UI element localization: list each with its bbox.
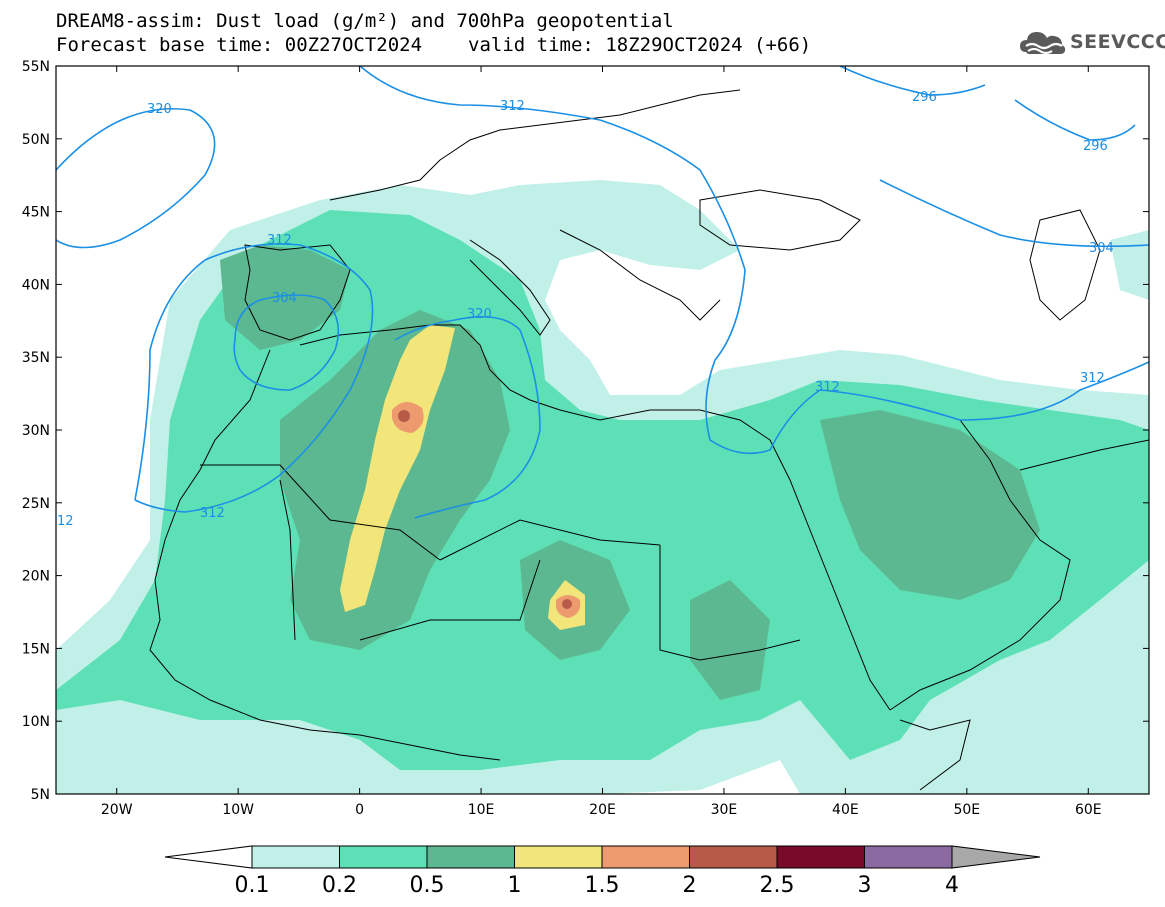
coastline-red-sea xyxy=(769,439,891,711)
colorbar-swatch xyxy=(514,845,603,869)
colorbar-swatch xyxy=(251,845,340,869)
seevccc-logo: SEEVCCC xyxy=(1018,26,1165,58)
dust-field-0.5-sudan xyxy=(690,580,770,700)
contour-label: 312 xyxy=(267,233,292,248)
lat-label: 10N xyxy=(22,714,50,730)
colorbar-level-label: 0.1 xyxy=(234,873,270,898)
lon-label: 50E xyxy=(953,802,980,818)
dust-field-1 xyxy=(340,325,455,612)
border-sahara-1 xyxy=(200,464,441,561)
logo-text: SEEVCCC xyxy=(1070,31,1165,53)
lat-label: 20N xyxy=(22,569,50,585)
geopotential-contours xyxy=(56,66,1149,519)
border-sahara-2 xyxy=(439,519,661,561)
lon-label: 60E xyxy=(1075,802,1102,818)
contour-296 xyxy=(839,66,986,96)
lat-label: 25N xyxy=(22,496,50,512)
colorbar-swatch xyxy=(601,845,690,869)
contour-label: 312 xyxy=(1080,371,1105,386)
coastline-balkans xyxy=(559,229,721,321)
border-sudan xyxy=(659,545,801,661)
colorbar-swatch xyxy=(426,845,515,869)
dust-field-0.5-arabia xyxy=(820,410,1040,600)
map-subtitle: Forecast base time: 00Z27OCT2024 valid ti… xyxy=(56,34,811,56)
colorbar-level-label: 0.5 xyxy=(409,873,445,898)
coastlines xyxy=(149,89,1149,791)
contour-312-north xyxy=(359,66,1149,455)
contour-320-sahara xyxy=(394,315,541,519)
lon-label: 30E xyxy=(711,802,738,818)
lat-label: 50N xyxy=(22,132,50,148)
lat-label: 30N xyxy=(22,423,50,439)
contour-label: 296 xyxy=(912,90,937,105)
colorbar-level-label: 1.5 xyxy=(584,873,620,898)
map-title: DREAM8-assim: Dust load (g/m²) and 700hP… xyxy=(56,10,674,32)
colorbar-level-label: 2.5 xyxy=(759,873,795,898)
dust-fields xyxy=(56,180,1149,794)
contour-320-west xyxy=(56,108,216,249)
colorbar-swatch xyxy=(339,845,428,869)
contour-304-east xyxy=(879,179,1149,248)
coastline-black-sea xyxy=(699,189,861,251)
lon-label: 0 xyxy=(355,802,364,818)
colorbar-swatch xyxy=(776,845,865,869)
lat-label: 45N xyxy=(22,205,50,221)
contour-296-east xyxy=(1014,99,1136,141)
colorbar-over-arrow xyxy=(951,845,1041,869)
contour-label: 320 xyxy=(147,102,172,117)
colorbar-level-label: 3 xyxy=(857,873,872,898)
valid-time: valid time: 18Z29OCT2024 (+66) xyxy=(468,34,812,56)
dust-field-0.5-iberia xyxy=(220,245,350,350)
coastline-horn-of-africa xyxy=(899,719,971,791)
cloud-icon xyxy=(1020,32,1066,54)
contour-labels: 320 312 296 296 312 304 320 312 312 312 … xyxy=(57,90,1114,529)
lat-label: 35N xyxy=(22,350,50,366)
dust-field-2-chad xyxy=(562,599,572,609)
coastline-europe-north xyxy=(329,89,741,201)
colorbar-level-label: 0.2 xyxy=(322,873,357,898)
dust-field-0.1-caspian xyxy=(1110,230,1149,300)
border-niger xyxy=(359,559,541,641)
lon-label: 10W xyxy=(222,802,254,818)
contour-label: 304 xyxy=(272,291,297,306)
coastline-italy xyxy=(469,239,551,336)
coastline-iberia xyxy=(244,244,351,341)
colorbar-level-label: 1 xyxy=(507,873,522,898)
colorbar-level-label: 2 xyxy=(682,873,697,898)
coastline-mediterranean-south xyxy=(299,324,771,441)
contour-label: 320 xyxy=(467,307,492,322)
colorbar-swatch xyxy=(864,845,953,869)
coastline-caspian xyxy=(1029,209,1101,321)
contour-304-iberia xyxy=(233,294,340,391)
colorbar-level-label: 4 xyxy=(945,873,959,898)
coastline-arabia-east xyxy=(889,419,1071,711)
lon-label: 20E xyxy=(589,802,616,818)
map-axes: 55N 50N 45N 40N 35N 30N 25N 20N 15N 10N 5N 20W 10W 0 1… xyxy=(22,59,1149,818)
contour-label: 296 xyxy=(1083,139,1108,154)
contour-312-west xyxy=(134,243,374,513)
forecast-base-time: Forecast base time: 00Z27OCT2024 xyxy=(56,34,423,56)
lat-label: 55N xyxy=(22,59,50,75)
contour-label: 312 xyxy=(500,99,525,114)
border-mali xyxy=(279,479,296,641)
dust-field-2 xyxy=(398,410,410,422)
lat-label: 5N xyxy=(31,787,50,803)
lat-label: 40N xyxy=(22,277,50,293)
contour-label: 12 xyxy=(57,514,74,529)
lon-label: 40E xyxy=(832,802,859,818)
lon-label: 10E xyxy=(468,802,495,818)
lon-label: 20W xyxy=(101,802,133,818)
coastline-persian-gulf xyxy=(1019,439,1149,471)
coastline-africa-west xyxy=(149,349,501,761)
contour-label: 312 xyxy=(200,506,225,521)
contour-label: 312 xyxy=(815,380,840,395)
contour-label: 304 xyxy=(1089,241,1114,256)
colorbar-swatch xyxy=(689,845,778,869)
lat-label: 15N xyxy=(22,641,50,657)
colorbar-under-arrow xyxy=(164,845,253,869)
colorbar xyxy=(164,845,1041,869)
